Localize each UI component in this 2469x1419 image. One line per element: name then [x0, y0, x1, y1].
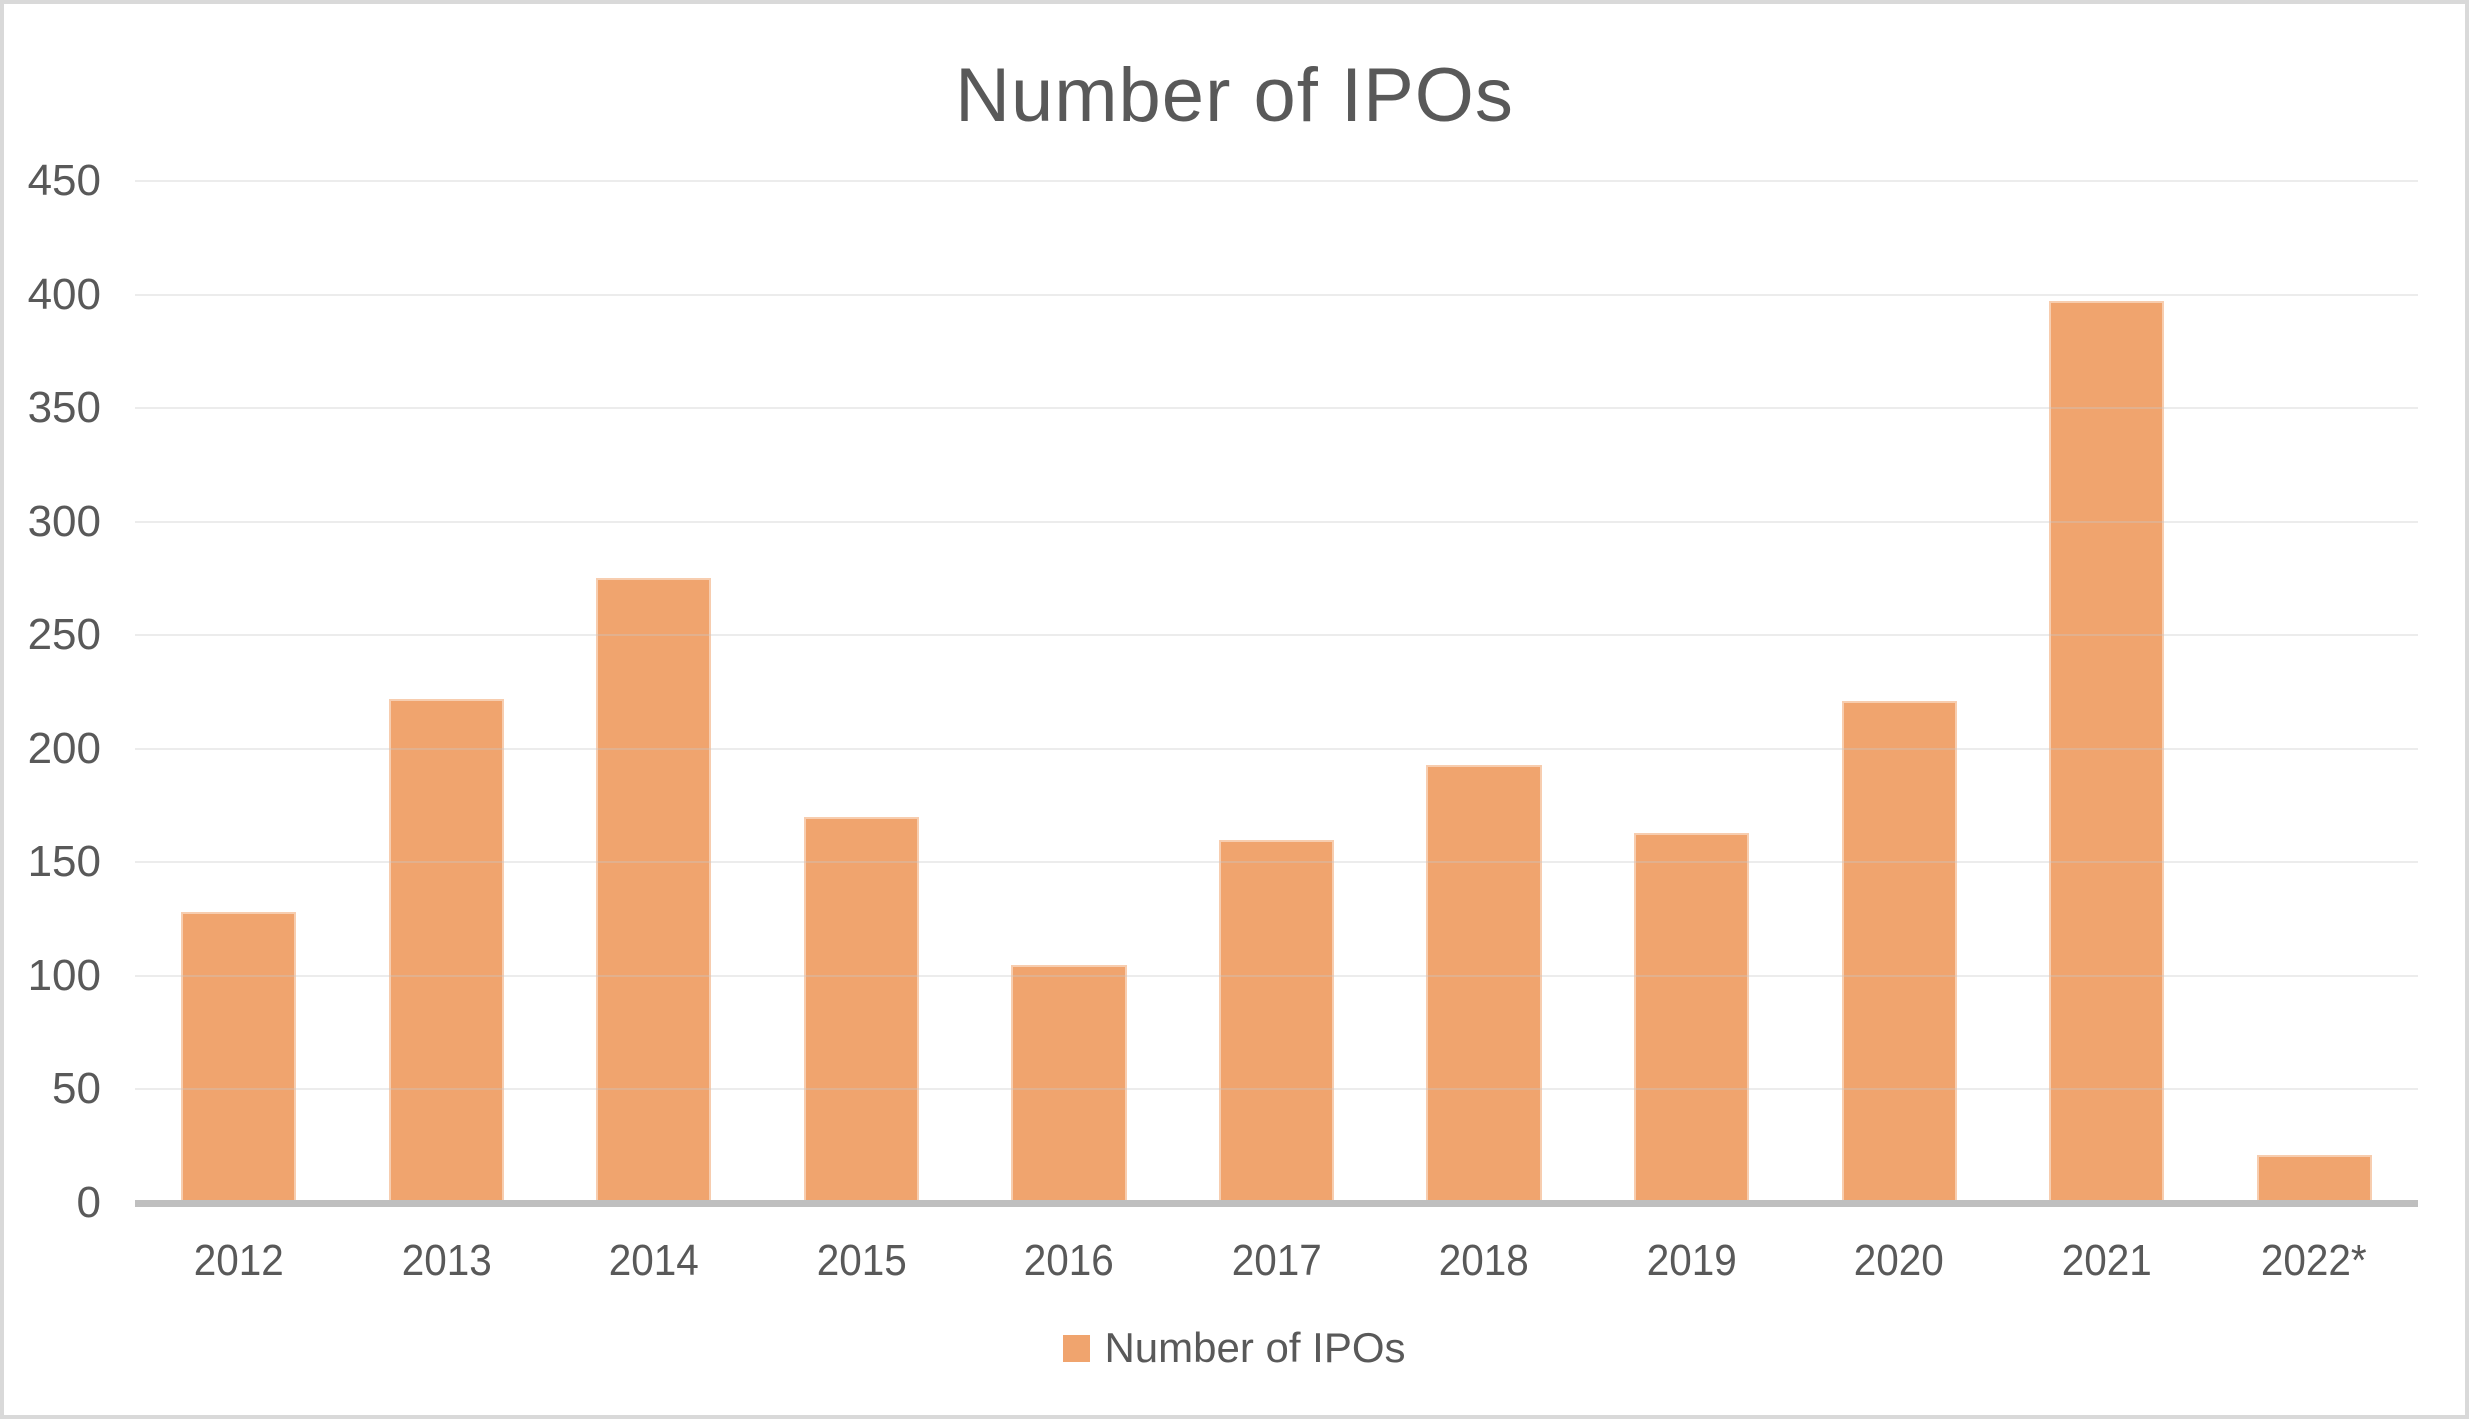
gridline	[135, 1088, 2418, 1091]
bar-slot	[1795, 181, 2003, 1203]
bar-slot	[2003, 181, 2211, 1203]
x-tick-label: 2022*	[2261, 1236, 2368, 1285]
bar-slot	[965, 181, 1173, 1203]
bar-slot	[1588, 181, 1796, 1203]
x-tick-label: 2021	[2061, 1236, 2152, 1285]
x-tick-label: 2020	[1854, 1236, 1945, 1285]
gridline	[135, 974, 2418, 977]
x-axis: 2012 2013 2014 2015 2016 2017 2018 2019 2020 2021…	[135, 1236, 2418, 1286]
bar-slot	[758, 181, 966, 1203]
x-tick-label: 2019	[1646, 1236, 1737, 1285]
x-tick-label: 2018	[1439, 1236, 1530, 1285]
x-axis-line	[135, 1200, 2418, 1207]
legend-swatch-icon	[1063, 1334, 1091, 1362]
bar-slot	[1173, 181, 1381, 1203]
y-tick-label: 250	[27, 610, 101, 660]
x-tick-label: 2017	[1231, 1236, 1322, 1285]
plot-area	[135, 180, 2418, 1203]
y-tick-label: 450	[27, 156, 101, 205]
gridline	[135, 293, 2418, 296]
bar-2022*	[2256, 1155, 2372, 1203]
bar-slot	[1380, 181, 1588, 1203]
bar-slot	[135, 181, 343, 1203]
bar-2014	[596, 578, 712, 1203]
bar-2015	[803, 816, 919, 1203]
chart-title: Number of IPOs	[955, 53, 1514, 138]
x-tick-label: 2016	[1023, 1236, 1114, 1285]
gridline	[135, 634, 2418, 637]
bar-2013	[388, 698, 504, 1203]
bar-slot	[2210, 181, 2418, 1203]
x-tick-label: 2015	[816, 1236, 907, 1285]
bar-2017	[1218, 839, 1335, 1203]
gridline	[135, 180, 2418, 182]
gridline	[135, 520, 2418, 523]
gridline	[135, 407, 2418, 410]
bar-2019	[1634, 832, 1750, 1203]
bar-slot	[343, 181, 551, 1203]
y-tick-label: 400	[27, 269, 101, 319]
y-axis: 0 50 100 150 200 250 300 350 400 450	[4, 159, 101, 1225]
y-tick-label: 300	[27, 496, 101, 546]
y-tick-label: 100	[27, 950, 101, 1000]
gridline	[135, 747, 2418, 750]
bar-2012	[181, 912, 297, 1203]
x-tick-label: 2014	[608, 1236, 699, 1285]
bar-slot	[550, 181, 758, 1203]
y-tick-label: 0	[76, 1178, 101, 1227]
y-tick-label: 200	[27, 723, 101, 773]
y-tick-label: 150	[27, 837, 101, 887]
bar-2016	[1011, 964, 1127, 1203]
x-tick-label: 2012	[193, 1236, 284, 1285]
bars-row	[135, 181, 2418, 1203]
y-tick-label: 50	[52, 1064, 101, 1114]
legend: Number of IPOs	[4, 1324, 2465, 1372]
bar-2020	[1841, 701, 1957, 1203]
legend-label: Number of IPOs	[1104, 1324, 1406, 1371]
bar-2021	[2049, 301, 2165, 1203]
x-tick-label: 2013	[401, 1236, 492, 1285]
bar-2018	[1426, 764, 1542, 1203]
gridline	[135, 861, 2418, 864]
y-tick-label: 350	[27, 383, 101, 433]
